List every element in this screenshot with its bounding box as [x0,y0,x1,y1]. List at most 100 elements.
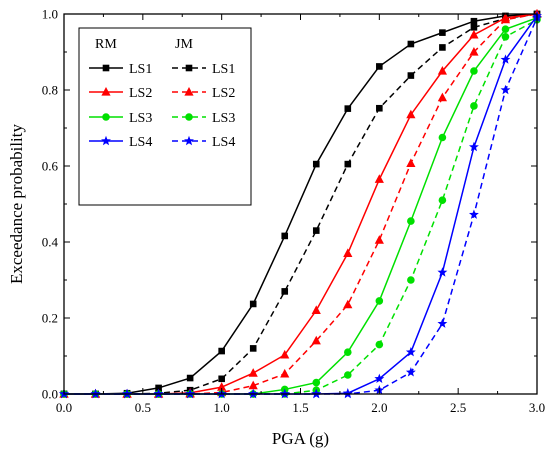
legend-item-ls4-rm-label: LS4 [129,135,152,150]
legend-item-ls3-jm-label: LS3 [212,111,235,126]
series-ls1-rm-point [344,105,352,112]
legend-item-ls1-jm: LS1 [172,62,235,77]
series-ls2-rm-point [406,109,416,119]
series-ls1-rm-point [249,300,257,308]
y-tick-label: 0.8 [42,83,58,98]
legend-item-ls1-rm-label: LS1 [129,62,152,77]
x-tick-label: 0.0 [56,400,72,415]
series-ls1-jm-point [281,288,289,295]
series-ls1-jm-point [407,72,415,79]
legend-item-ls4-jm-label: LS4 [212,135,235,150]
legend-item-ls3-jm-marker [185,113,193,121]
y-axis-title: Exceedance probability [7,124,26,285]
x-tick-label: 1.0 [214,400,230,415]
series-ls1-rm-point [470,17,478,25]
series-ls2-jm-line [64,13,538,395]
series-ls1-rm-point [407,40,415,48]
legend-item-ls3-rm: LS3 [89,111,152,126]
series-ls1-rm-point [439,29,446,36]
legend-item-ls2-jm-label: LS2 [212,86,235,101]
series-ls1-jm-point [249,345,257,352]
x-tick-label: 1.5 [292,400,308,415]
y-tick-label: 0.4 [42,235,59,250]
legend-item-ls3-rm-marker [102,113,110,121]
series-ls2-jm-point [280,368,290,378]
series-ls4-rm-point [374,373,385,384]
series-ls3-rm-point [470,67,478,75]
series-ls2-jm-point [469,47,479,56]
series-ls2-rm-point [437,66,447,75]
series-ls2-rm-point [469,29,479,39]
legend-item-ls1-rm-marker [102,64,110,72]
series-ls1-jm-point [439,44,446,51]
y-tick-label: 0.0 [42,387,58,402]
series-ls1-rm-point [312,160,320,168]
legend: RM JM LS1 LS2 LS3 LS4 LS1 LS2 LS3 LS4 [78,27,252,206]
series-ls3-jm-point [470,102,478,110]
series-ls3-jm-point [501,33,510,41]
series-ls4-rm-point [500,54,511,64]
series-ls3-rm-point [375,297,384,305]
legend-item-ls2-rm: LS2 [89,86,152,101]
legend-item-ls4-rm-marker [101,135,111,146]
series-ls3-jm-point [438,196,447,204]
legend-item-ls4-jm: LS4 [172,135,235,150]
legend-item-ls2-jm: LS2 [172,86,235,101]
series-ls4-rm-point [468,141,479,152]
series-ls3-rm-point [438,133,447,142]
series-ls3-jm-point [375,340,384,349]
legend-item-ls4-rm: LS4 [89,135,152,150]
y-tick-label: 0.2 [42,311,58,326]
series-ls2-jm-point [437,92,447,102]
series-ls1-rm-point [376,63,383,70]
legend-item-ls1-jm-label: LS1 [212,62,235,77]
legend-item-ls2-rm-label: LS2 [129,86,152,101]
legend-item-ls2-rm-marker [101,87,111,96]
series-ls2-jm-point [374,235,384,244]
series-ls1-rm-point [186,374,194,382]
series-ls3-jm-point [344,371,352,379]
series-ls2-jm-point [248,380,258,390]
series-ls1-rm-point [281,232,289,240]
legend-item-ls4-jm-marker [184,135,194,146]
series-ls1-jm-point [470,24,478,31]
series-ls3-jm-point [407,276,415,284]
x-tick-label: 2.5 [450,400,466,415]
series-ls4-jm-point [437,318,448,328]
series-ls4-jm-point [500,84,511,95]
x-tick-label: 3.0 [529,400,545,415]
series-ls2-jm-point [500,14,511,24]
series-ls1-jm-point [376,104,383,112]
x-tick-label: 2.0 [371,400,387,415]
series-ls1-rm-point [218,347,225,355]
series-ls2-rm-point [248,368,258,377]
y-tick-label: 0.6 [42,159,59,174]
series-ls1-jm-line [64,13,538,395]
series-ls2-rm-point [374,174,384,183]
series-ls2-rm-point [217,382,227,391]
series-ls2-rm-point [280,349,290,359]
x-tick-label: 0.5 [135,400,151,415]
series-ls3-rm-point [344,348,352,357]
series-ls1-jm-point [344,160,352,168]
y-tick-label: 1.0 [42,7,58,22]
series-ls4-jm-point [405,367,416,377]
x-axis-title: PGA (g) [272,429,329,448]
series-ls2-rm-point [311,305,321,314]
series-ls3-rm-point [407,217,415,225]
legend-item-ls1-jm-marker [185,64,193,72]
legend-item-ls3-rm-label: LS3 [129,111,152,126]
series-ls4-rm-point [437,267,448,277]
series-ls2-jm-point [343,299,353,309]
series-ls2-rm-point [343,248,353,257]
legend-header-jm: JM [175,37,193,52]
series-ls2-jm-point [311,335,321,345]
legend-item-ls2-jm-marker [184,87,194,96]
series-ls4-rm-point [405,347,416,357]
series-ls1-jm-point [218,375,225,383]
series-ls4-jm-point [468,209,479,219]
series-ls2-jm-point [406,158,416,167]
series-ls1-rm-point [155,384,162,392]
legend-item-ls1-rm: LS1 [89,62,152,77]
